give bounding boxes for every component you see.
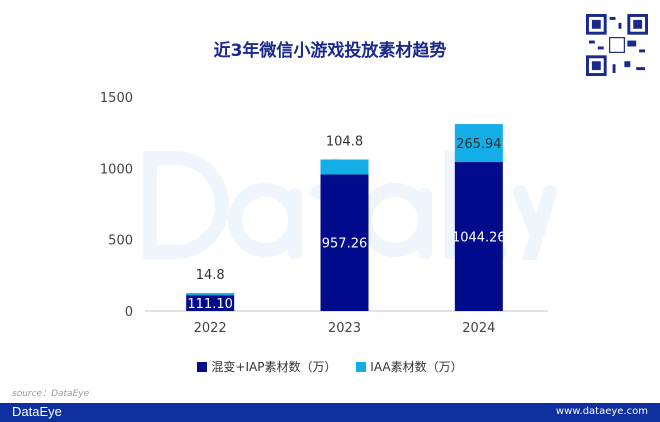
bar-segment-iaa [186, 293, 235, 296]
data-label: 957.26 [322, 237, 368, 252]
chart-title: 近3年微信小游戏投放素材趋势 [213, 41, 447, 61]
footer-bar: DataEye www.dataeye.com [0, 403, 660, 422]
footer-logo: DataEye [12, 404, 62, 419]
data-label: 111.10 [187, 297, 233, 312]
legend-swatch [356, 362, 367, 372]
data-label: 1044.26 [452, 231, 506, 246]
legend-label: 混变+IAP素材数（万） [211, 360, 337, 374]
legend-swatch [197, 362, 208, 372]
data-label: 265.94 [456, 137, 502, 152]
legend-label: IAA素材数（万） [370, 360, 463, 374]
legend-item-iaa: IAA素材数（万） [356, 358, 463, 375]
data-label: 104.8 [326, 134, 363, 149]
x-tick-label: 2023 [328, 321, 361, 336]
y-tick-label: 500 [108, 234, 133, 249]
bar-segment-iap [320, 174, 369, 311]
bar-segment-iaa [320, 159, 369, 175]
bar-segment-iap [186, 295, 235, 311]
footer-url[interactable]: www.dataeye.com [555, 406, 648, 417]
data-label: 14.8 [196, 268, 225, 283]
stacked-bar-chart: 0 500 1000 1500 111.10 14.8 2022 957.26 104.8 202… [100, 91, 548, 336]
legend: 混变+IAP素材数（万） IAA素材数（万） [0, 358, 660, 375]
x-tick-label: 2024 [462, 321, 495, 336]
source-note: source：DataEye [12, 389, 90, 399]
bar-segment-iap [454, 162, 503, 311]
x-tick-label: 2022 [194, 321, 227, 336]
bar-segment-iaa [454, 124, 503, 163]
y-tick-label: 1500 [100, 91, 133, 106]
y-tick-label: 1000 [100, 162, 133, 177]
legend-item-iap: 混变+IAP素材数（万） [197, 358, 336, 375]
y-tick-label: 0 [125, 305, 133, 320]
qr-code-icon [586, 14, 648, 76]
